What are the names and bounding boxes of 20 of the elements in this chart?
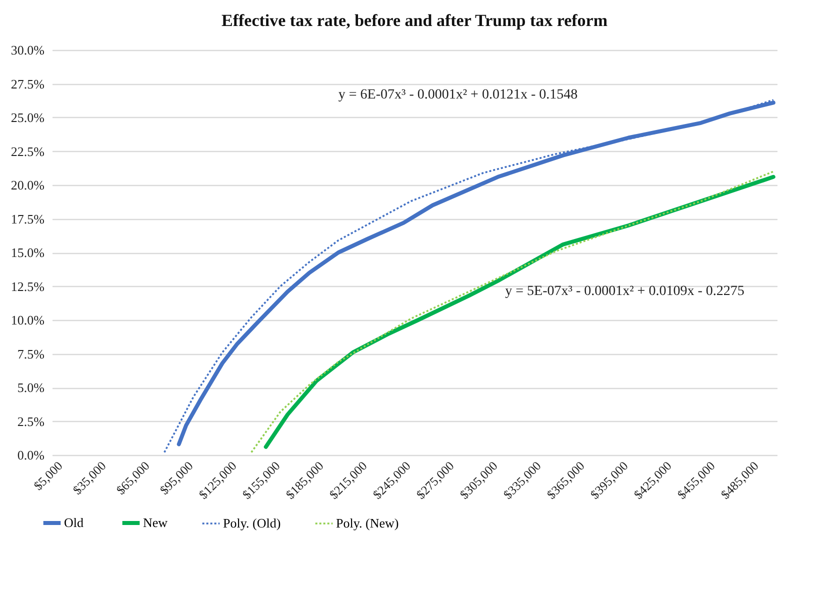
annotation: y = 6E-07x³ - 0.0001x² + 0.0121x - 0.1548 — [338, 88, 578, 103]
y-tick-label: 25.0% — [10, 110, 45, 125]
annotation: y = 5E-07x³ - 0.0001x² + 0.0109x - 0.2275 — [505, 284, 744, 299]
legend-label: Poly. (Old) — [223, 516, 281, 530]
y-tick-label: 0.0% — [17, 448, 45, 462]
legend-label: Old — [64, 515, 84, 530]
legend-label: Poly. (New) — [336, 516, 399, 530]
y-tick-label: 7.5% — [17, 346, 45, 362]
y-tick-label: 2.5% — [17, 414, 45, 429]
y-tick-label: 27.5% — [10, 76, 45, 92]
y-tick-label: 30.0% — [10, 42, 45, 58]
legend-label: New — [143, 515, 168, 530]
y-tick-label: 22.5% — [10, 144, 45, 159]
y-tick-label: 5.0% — [17, 380, 45, 395]
y-tick-label: 20.0% — [10, 178, 45, 192]
y-tick-label: 15.0% — [10, 245, 45, 260]
y-tick-label: 12.5% — [10, 278, 45, 294]
chart-title: Effective tax rate, before and after Trump tax reform — [221, 11, 608, 30]
y-tick-label: 10.0% — [10, 312, 45, 328]
y-tick-label: 17.5% — [10, 211, 45, 226]
